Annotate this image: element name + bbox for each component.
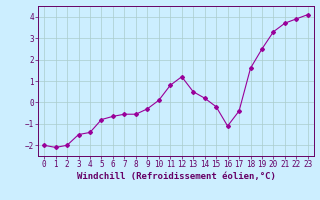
X-axis label: Windchill (Refroidissement éolien,°C): Windchill (Refroidissement éolien,°C)	[76, 172, 276, 181]
